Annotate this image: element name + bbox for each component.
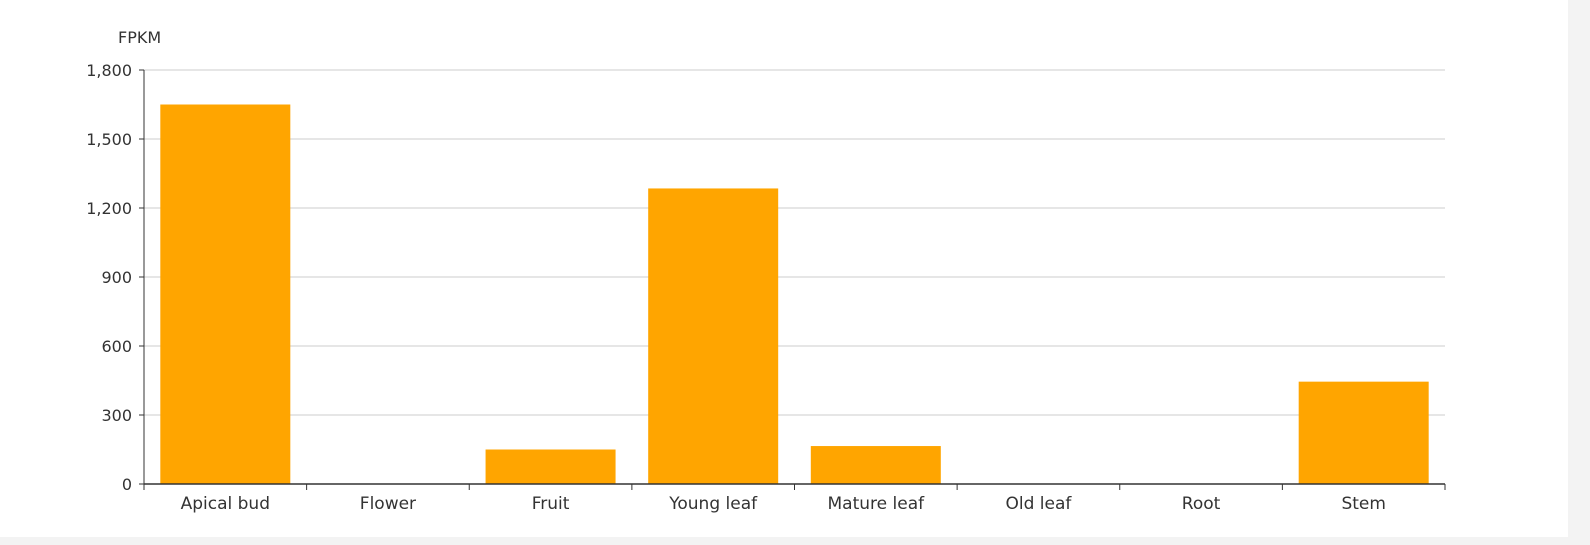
x-axis-ticks: Apical bud Flower Fruit Young leaf Mature le… [143,484,1446,514]
x-tick-label: Mature leaf [828,494,926,514]
x-tick-label: Apical bud [181,494,270,514]
y-tick-label: 900 [101,268,132,287]
bar-mature-leaf [810,446,941,484]
y-tick-label: 300 [101,406,132,425]
bar-apical-bud [160,104,291,484]
y-tick-label: 1,500 [86,130,132,149]
bars [160,104,1429,484]
bar-chart: FPKM 0 300 600 900 1,200 1,500 1,800 Apical bu… [86,28,1446,514]
y-tick-label: 1,200 [86,199,132,218]
page-edge-bottom [0,537,1590,545]
x-tick-label: Root [1182,494,1221,514]
y-axis-ticks: 0 300 600 900 1,200 1,500 1,800 [86,61,144,494]
bar-young-leaf [648,188,779,484]
y-tick-label: 600 [101,337,132,356]
bar-stem [1298,381,1429,484]
x-tick-label: Young leaf [668,494,758,514]
bar-fruit [485,449,616,484]
y-tick-label: 1,800 [86,61,132,80]
y-tick-label: 0 [122,475,132,494]
x-tick-label: Old leaf [1005,494,1072,514]
chart-area: FPKM 0 300 600 900 1,200 1,500 1,800 Apical bu… [86,28,1446,514]
x-tick-label: Flower [360,494,416,514]
gridlines [144,69,1445,416]
x-tick-label: Fruit [532,494,570,514]
page-edge-right [1568,0,1590,545]
y-axis-title: FPKM [118,28,161,47]
x-tick-label: Stem [1341,494,1385,514]
